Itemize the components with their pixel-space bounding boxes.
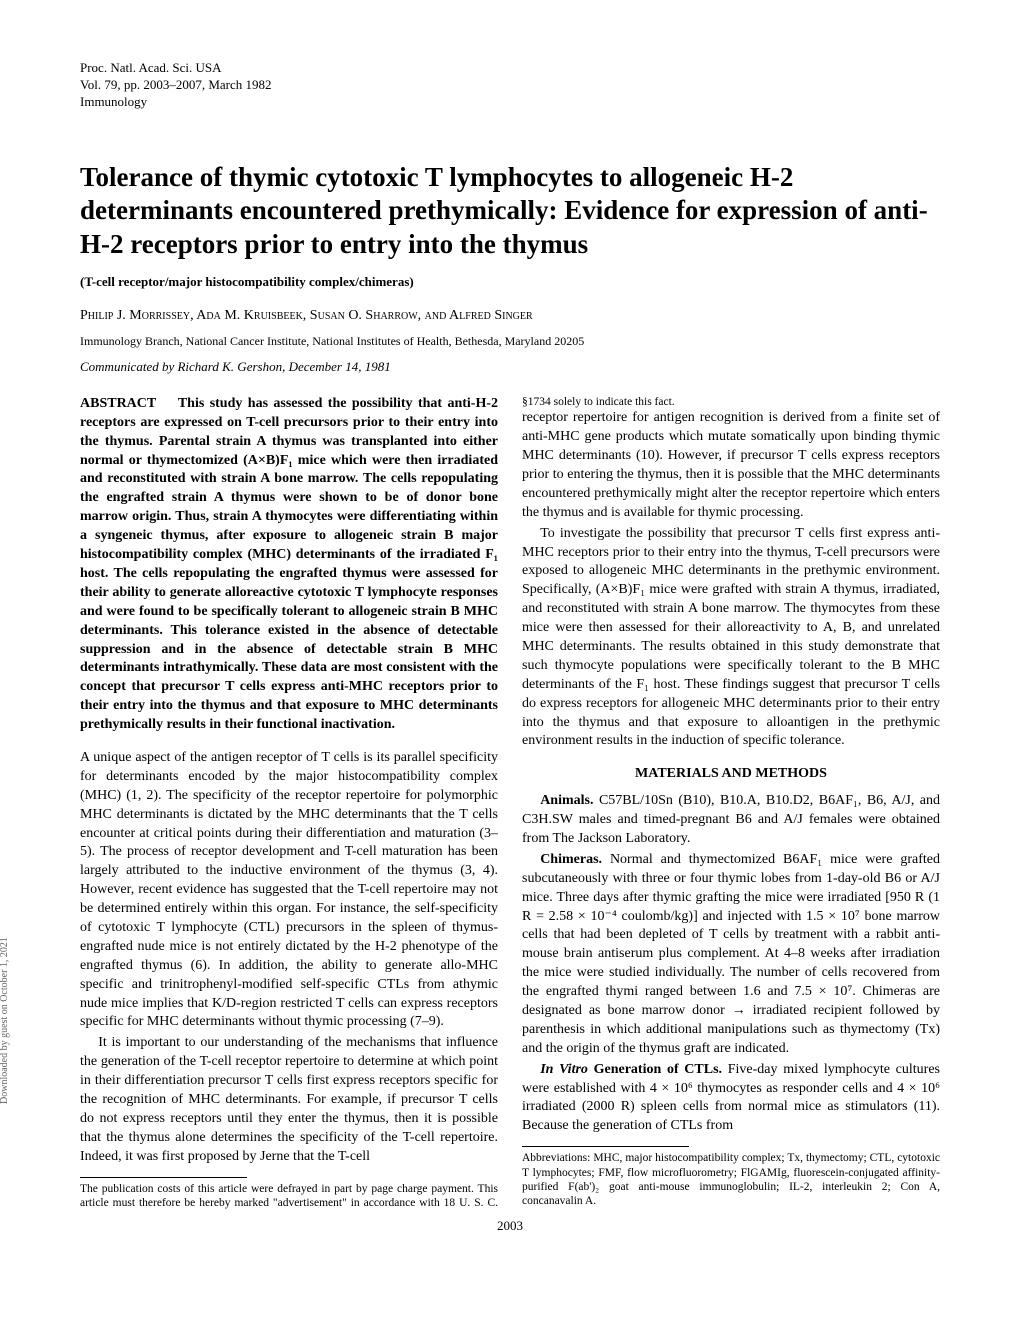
- body-para: A unique aspect of the antigen receptor …: [80, 749, 498, 1032]
- journal-line: Immunology: [80, 94, 940, 111]
- body-para: To investigate the possibility that prec…: [522, 525, 940, 752]
- authors: Philip J. Morrissey, Ada M. Kruisbeek, S…: [80, 308, 940, 324]
- body-para: It is important to our understanding of …: [80, 1034, 498, 1166]
- run-in-label: Animals.: [540, 793, 593, 808]
- run-in-label: Chimeras.: [540, 852, 602, 867]
- article-title: Tolerance of thymic cytotoxic T lymphocy…: [80, 161, 940, 262]
- body-para: receptor repertoire for antigen recognit…: [522, 409, 940, 522]
- keywords: (T-cell receptor/major histocompatibilit…: [80, 274, 940, 290]
- footnote-right: Abbreviations: MHC, major histocompatibi…: [522, 1151, 940, 1209]
- run-in-label-italic: In Vitro: [540, 1062, 588, 1077]
- footnote-separator: [522, 1146, 689, 1147]
- body-columns: ABSTRACT This study has assessed the pos…: [80, 395, 940, 1210]
- methods-chimeras: Chimeras. Normal and thymectomized B6AF₁…: [522, 851, 940, 1059]
- section-heading-methods: MATERIALS AND METHODS: [522, 765, 940, 784]
- journal-line: Proc. Natl. Acad. Sci. USA: [80, 60, 940, 77]
- methods-text: Normal and thymectomized B6AF₁ mice were…: [522, 852, 940, 1056]
- abstract: ABSTRACT This study has assessed the pos…: [80, 395, 498, 735]
- journal-line: Vol. 79, pp. 2003–2007, March 1982: [80, 77, 940, 94]
- abstract-label: ABSTRACT: [80, 396, 156, 411]
- download-watermark: Downloaded by guest on October 1, 2021: [0, 937, 10, 1104]
- abstract-text: This study has assessed the possibility …: [80, 396, 498, 732]
- run-in-label: Generation of CTLs.: [588, 1062, 722, 1077]
- communicated-by: Communicated by Richard K. Gershon, Dece…: [80, 359, 940, 375]
- page-number: 2003: [80, 1218, 940, 1234]
- methods-animals: Animals. C57BL/10Sn (B10), B10.A, B10.D2…: [522, 792, 940, 849]
- journal-header: Proc. Natl. Acad. Sci. USA Vol. 79, pp. …: [80, 60, 940, 111]
- footnote-separator: [80, 1177, 247, 1178]
- methods-invitro: In Vitro Generation of CTLs. Five-day mi…: [522, 1061, 940, 1137]
- affiliation: Immunology Branch, National Cancer Insti…: [80, 334, 940, 349]
